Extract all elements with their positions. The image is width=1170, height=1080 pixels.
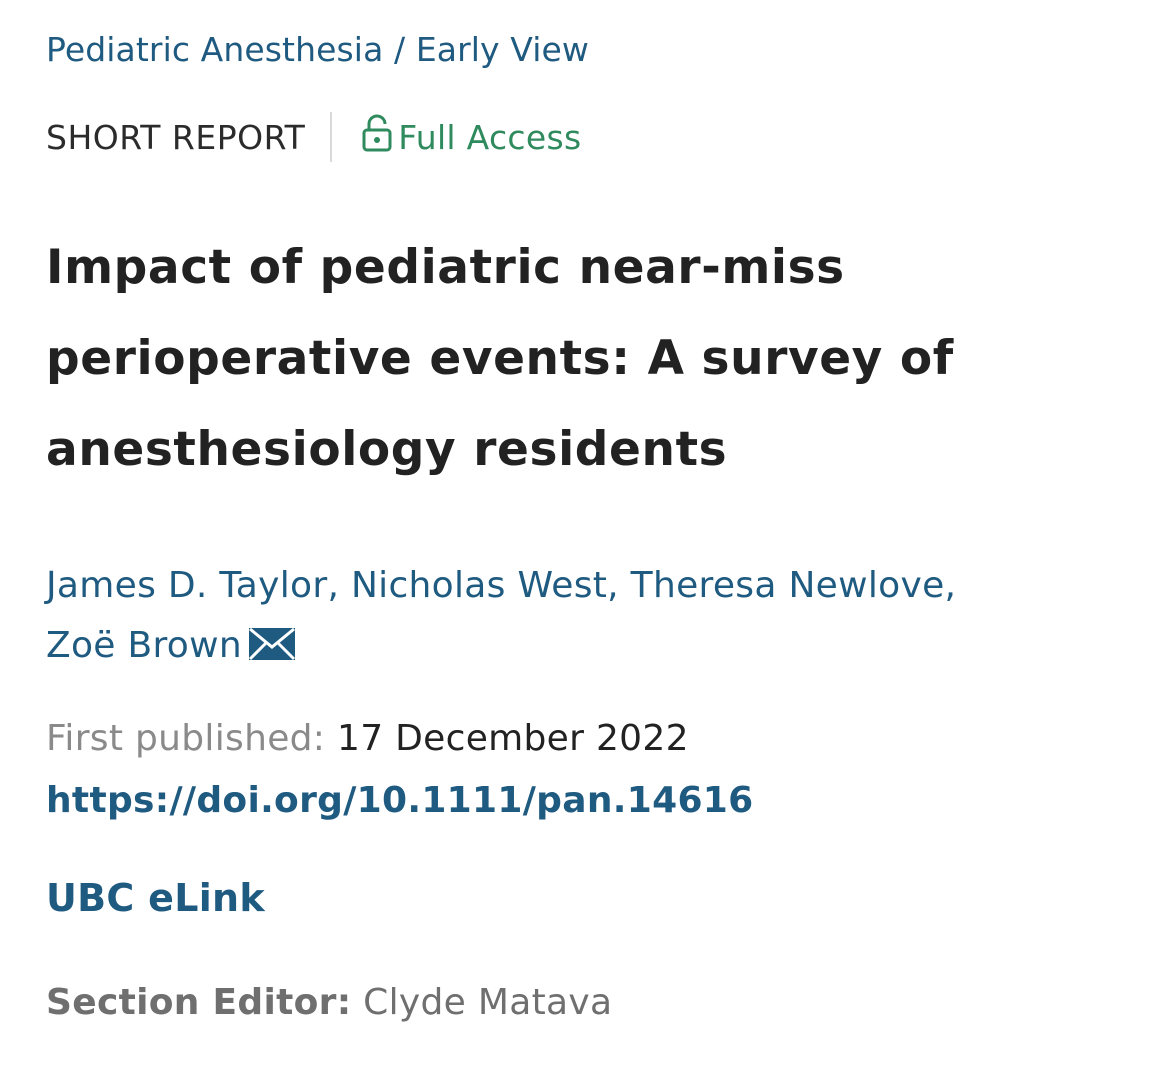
access-label: Full Access xyxy=(398,117,582,157)
author-separator: , xyxy=(944,565,957,606)
publication-date-row: First published: 17 December 2022 xyxy=(46,718,689,759)
breadcrumb-issue-link[interactable]: Early View xyxy=(415,30,589,69)
meta-divider xyxy=(330,112,333,162)
section-editor-label: Section Editor: xyxy=(46,982,352,1023)
author-link[interactable]: James D. Taylor xyxy=(46,565,328,606)
author-list: James D. Taylor, Nicholas West, Theresa … xyxy=(46,556,1146,680)
section-editor-row: Section Editor: Clyde Matava xyxy=(46,982,612,1023)
author-separator: , xyxy=(327,565,351,606)
first-published-date: 17 December 2022 xyxy=(336,718,689,759)
breadcrumb-separator: / xyxy=(383,30,416,69)
envelope-icon[interactable] xyxy=(248,620,296,680)
author-separator: , xyxy=(607,565,631,606)
lock-open-icon xyxy=(362,114,398,160)
doi-link[interactable]: https://doi.org/10.1111/pan.14616 xyxy=(46,780,754,821)
ubc-elink-link[interactable]: UBC eLink xyxy=(46,876,265,920)
article-title: Impact of pediatric near-miss perioperat… xyxy=(46,240,954,477)
breadcrumb: Pediatric Anesthesia / Early View xyxy=(46,30,589,69)
author-link[interactable]: Theresa Newlove xyxy=(630,565,945,606)
author-link[interactable]: Nicholas West xyxy=(350,565,608,606)
section-editor-name: Clyde Matava xyxy=(351,982,613,1023)
author-link[interactable]: Zoë Brown xyxy=(46,625,242,666)
article-meta-row: SHORT REPORT Full Access xyxy=(46,112,581,162)
access-badge: Full Access xyxy=(362,114,581,160)
breadcrumb-journal-link[interactable]: Pediatric Anesthesia xyxy=(46,30,384,69)
article-type-label: SHORT REPORT xyxy=(46,117,306,157)
first-published-label: First published: xyxy=(46,718,337,759)
